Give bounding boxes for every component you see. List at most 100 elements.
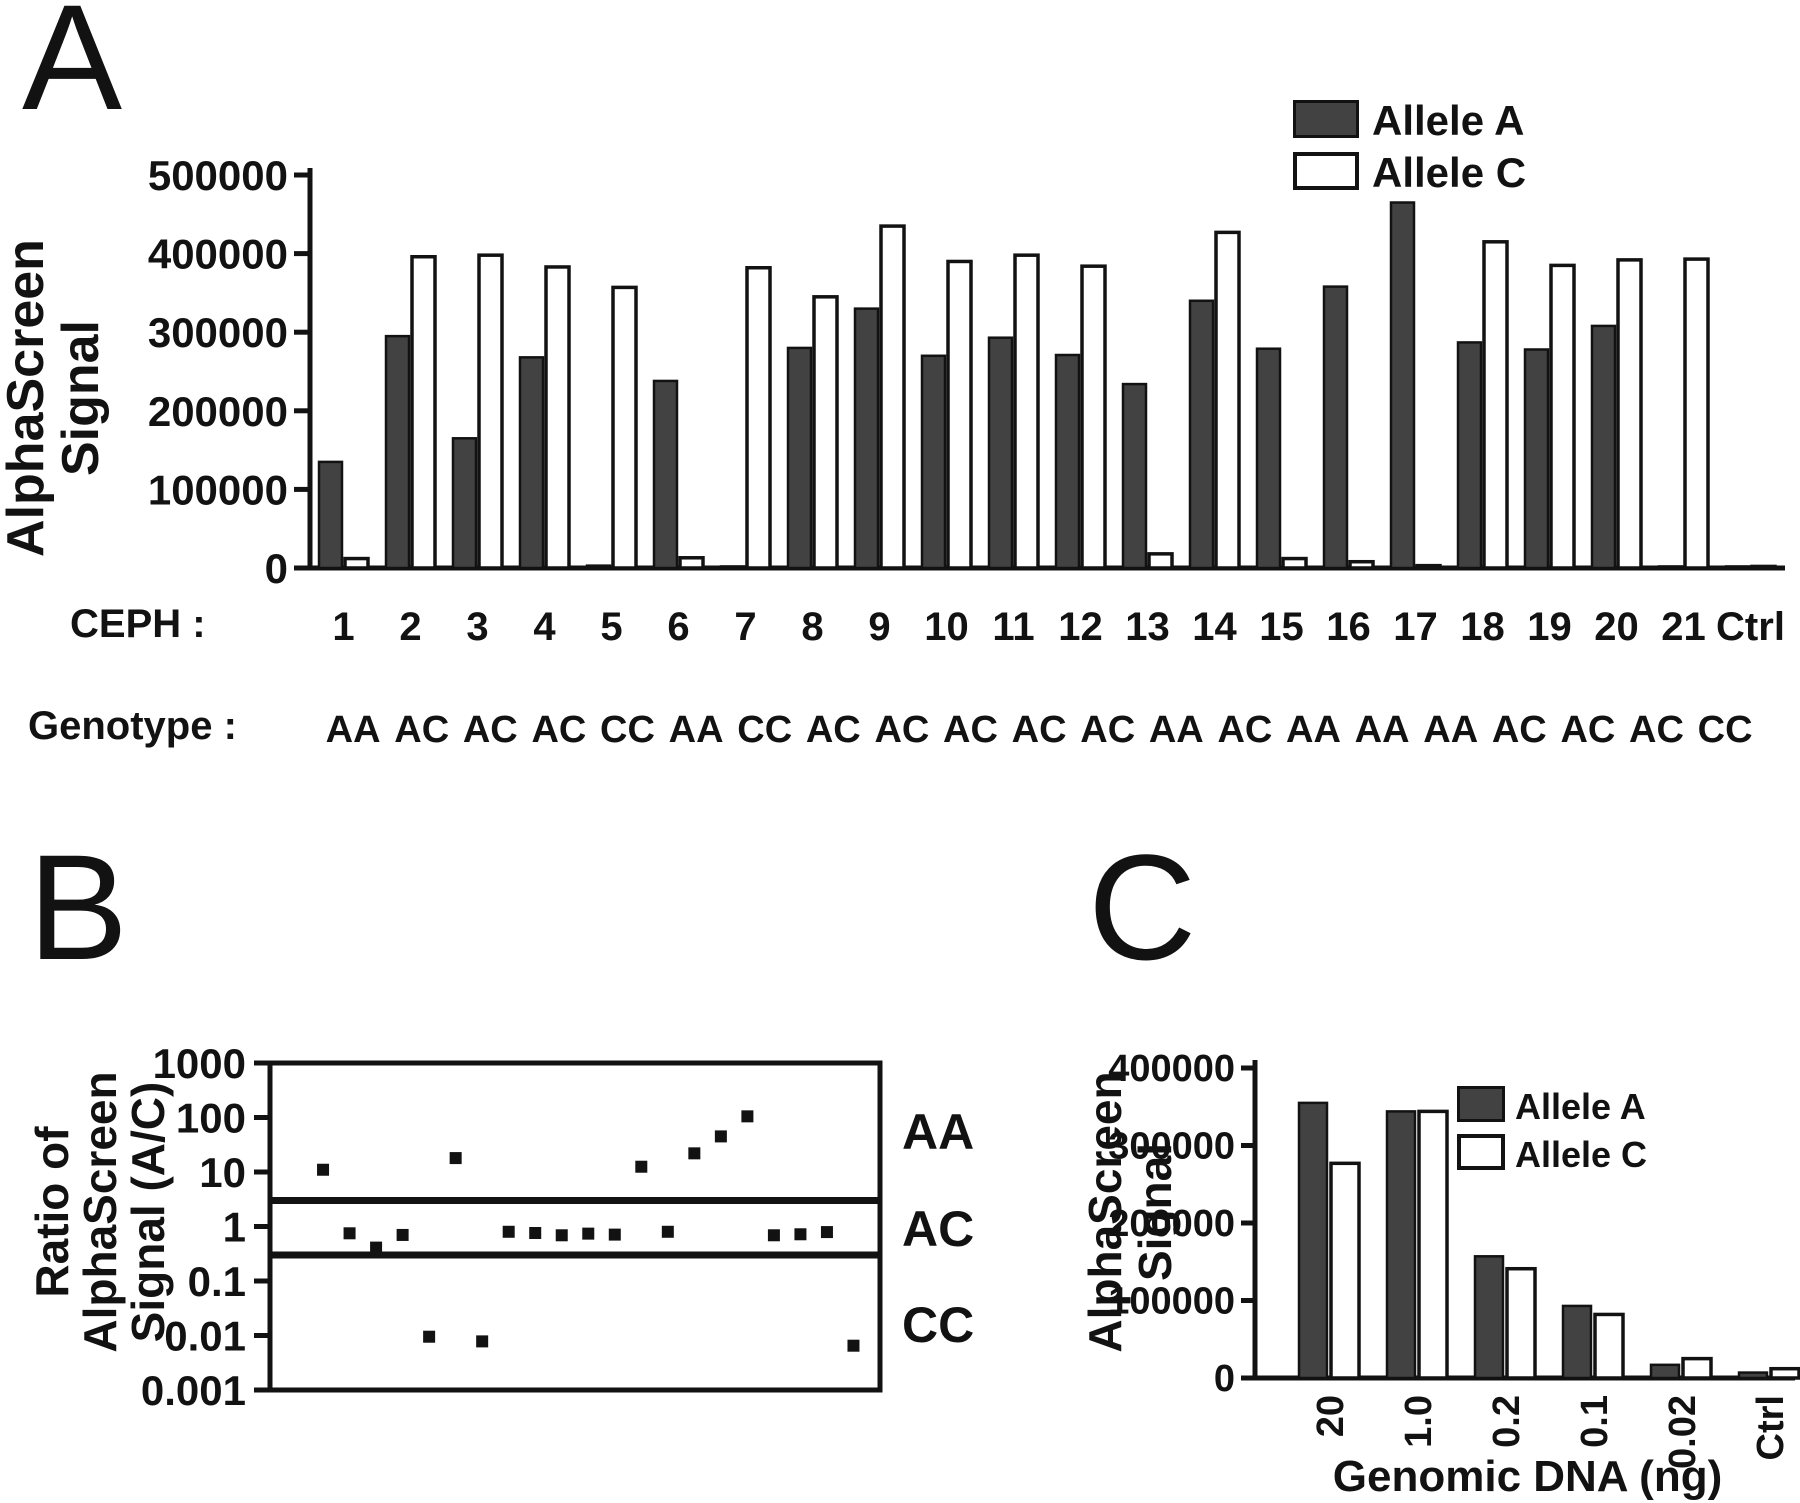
bar-allele-c-ceph-Ctrl (1750, 564, 1777, 570)
ceph-sample-label: 7 (734, 605, 756, 649)
ratio-point-ceph-7 (476, 1335, 489, 1348)
legend-a-allele-a-swatch (1293, 100, 1359, 138)
ratio-point-ceph-9 (529, 1226, 542, 1239)
panel-b-y-tick-label: 0.1 (188, 1258, 246, 1305)
ceph-sample-label: 19 (1527, 605, 1572, 649)
panel-c-y-tick-label: 0 (1214, 1358, 1235, 1400)
bar-allele-a-ceph-19 (1523, 348, 1550, 570)
genotype-label: AC (1080, 709, 1135, 751)
ceph-sample-label: 11 (992, 605, 1034, 649)
ratio-point-ceph-13 (635, 1160, 648, 1173)
panel-c-x-tick-label: 0.02 (1662, 1395, 1704, 1469)
bar-allele-c-ceph-7 (745, 265, 772, 570)
genotype-label: AC (1492, 709, 1547, 751)
genotype-row-label: Genotype : (28, 704, 237, 748)
legend-a-allele-a-label: Allele A (1372, 97, 1525, 144)
ratio-point-ceph-8 (502, 1225, 515, 1238)
panel-a-y-tick-label: 400000 (148, 231, 288, 278)
bar-allele-c-ceph-20 (1616, 258, 1643, 570)
ratio-point-ceph-6 (449, 1152, 462, 1165)
bar-allele-c-ceph-3 (477, 253, 504, 570)
bar-allele-a-ceph-6 (652, 379, 679, 570)
panel-c-label: C (1088, 823, 1197, 991)
ratio-point-ceph-12 (608, 1228, 621, 1241)
panel-b-y-tick-label: 1000 (153, 1040, 246, 1087)
bar-allele-c-ceph-4 (544, 265, 571, 570)
bar-allele-a-ceph-4 (518, 356, 545, 570)
ratio-point-ceph-14 (661, 1225, 674, 1238)
genotype-label: CC (1698, 709, 1753, 751)
bar-allele-c-ceph-18 (1482, 240, 1509, 570)
genotype-label: AC (394, 709, 449, 751)
bar-allele-c-ceph-19 (1549, 263, 1576, 570)
ceph-sample-label: 16 (1326, 605, 1371, 649)
ceph-sample-label: Ctrl (1716, 605, 1785, 649)
ratio-point-ceph-4 (396, 1228, 409, 1241)
panel-a-y-tick-label: 200000 (148, 388, 288, 435)
bar-allele-c-dna-1.0 (1417, 1109, 1449, 1380)
bar-allele-c-ceph-10 (946, 259, 973, 570)
bar-allele-c-ceph-8 (812, 295, 839, 570)
panel-a-y-tick-label: 300000 (148, 309, 288, 356)
genotype-label: CC (600, 709, 655, 751)
ratio-point-ceph-15 (688, 1147, 701, 1160)
genotype-label: AC (806, 709, 861, 751)
genotype-label: CC (737, 709, 792, 751)
bar-allele-a-ceph-17 (1389, 201, 1416, 570)
ratio-point-ceph-21 (847, 1339, 860, 1352)
genotype-label: AC (531, 709, 586, 751)
bar-allele-a-ceph-11 (987, 336, 1014, 570)
ceph-sample-label: 4 (533, 605, 556, 649)
ceph-row-label: CEPH : (70, 602, 206, 646)
ceph-sample-label: 10 (924, 605, 969, 649)
genotype-label: AC (943, 709, 998, 751)
ratio-point-ceph-19 (794, 1228, 807, 1241)
zone-label-cc: CC (902, 1297, 975, 1353)
panel-c-x-tick-label: 0.2 (1486, 1395, 1528, 1448)
panel-b-y-axis-title: Ratio of AlphaScreen Signal (A/C) (26, 932, 174, 1492)
bar-allele-a-ceph-2 (384, 334, 411, 570)
ceph-sample-label: 8 (801, 605, 823, 649)
bar-allele-a-ceph-3 (451, 437, 478, 570)
bar-allele-c-ceph-1 (343, 556, 370, 570)
bar-allele-c-dna-20 (1329, 1161, 1361, 1380)
panel-b-y-tick-label: 100 (176, 1095, 246, 1142)
bar-allele-a-ceph-5 (585, 564, 612, 570)
ratio-point-ceph-2 (343, 1227, 356, 1240)
bar-allele-a-dna-Ctrl (1737, 1371, 1769, 1380)
bar-allele-c-ceph-13 (1147, 552, 1174, 570)
ceph-sample-label: 2 (399, 605, 421, 649)
ceph-sample-label: 5 (600, 605, 622, 649)
bar-allele-c-ceph-15 (1281, 556, 1308, 570)
bar-allele-a-ceph-14 (1188, 299, 1215, 570)
panel-c-y-title-line1: AlphaScreen (1079, 1071, 1131, 1353)
ratio-point-ceph-3 (370, 1241, 383, 1254)
genotype-label: AA (1149, 709, 1204, 751)
panel-a-y-title-line1: AlphaScreen (0, 239, 55, 557)
panel-b-y-title-line3: Signal (A/C) (122, 1081, 174, 1343)
ceph-sample-label: 3 (466, 605, 488, 649)
bar-allele-a-dna-0.1 (1561, 1304, 1593, 1380)
genotype-label: AC (1560, 709, 1615, 751)
panel-a-y-tick-label: 0 (265, 545, 288, 592)
ceph-sample-label: 9 (868, 605, 890, 649)
ratio-point-ceph-1 (317, 1163, 330, 1176)
bar-allele-a-dna-20 (1297, 1101, 1329, 1380)
zone-label-ac: AC (902, 1201, 975, 1257)
ratio-point-ceph-10 (555, 1229, 568, 1242)
ceph-sample-label: 21 (1661, 605, 1706, 649)
panel-a-y-title-line2: Signal (52, 319, 110, 477)
ratio-point-ceph-17 (741, 1110, 754, 1123)
legend-c-allele-a-swatch (1457, 1086, 1505, 1122)
panel-c-y-tick-label: 100000 (1108, 1281, 1235, 1323)
panel-c-y-tick-label: 400000 (1108, 1048, 1235, 1090)
panel-b-y-tick-label: 1 (223, 1204, 246, 1251)
bar-allele-a-ceph-8 (786, 346, 813, 570)
ceph-sample-label: 20 (1594, 605, 1639, 649)
bar-allele-a-ceph-15 (1255, 347, 1282, 570)
panel-c-x-tick-label: Ctrl (1750, 1395, 1792, 1460)
bar-allele-c-ceph-21 (1683, 257, 1710, 570)
panel-c-y-axis-title: AlphaScreen Signal (1079, 962, 1181, 1462)
